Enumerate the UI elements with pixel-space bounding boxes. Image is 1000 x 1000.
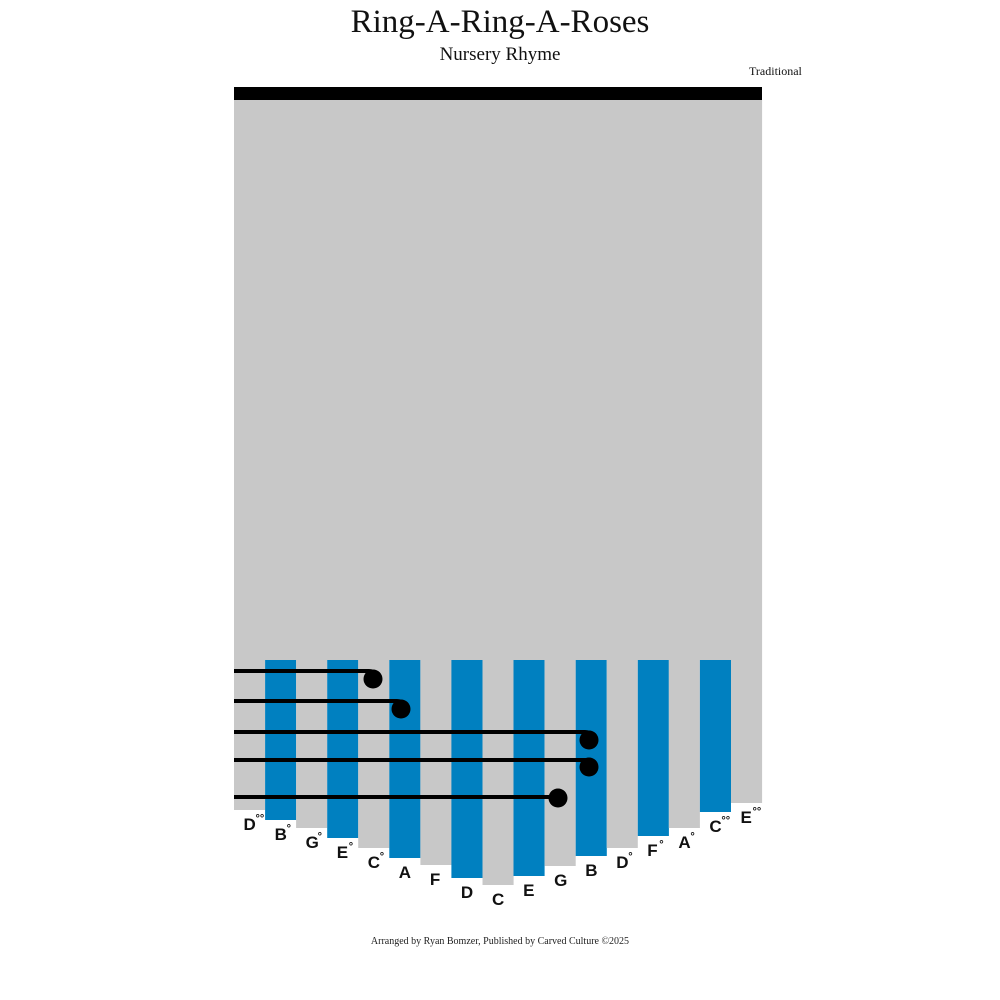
note-dot [548, 788, 568, 808]
tine-label: E [741, 808, 752, 827]
tine-e-1oct [327, 660, 359, 838]
tine-label: B [275, 825, 287, 844]
tine-label: C [492, 890, 504, 909]
tine-d [451, 660, 483, 878]
tine-label: E [523, 881, 534, 900]
tine-label: A [678, 833, 690, 852]
tine-d-2oct [234, 100, 266, 810]
song-subtitle: Nursery Rhyme [439, 44, 561, 65]
note-dot [579, 757, 599, 777]
tine-labels-group: D °°B °G°E °C °A FD C EGB D ° F ° A °C °° E °° [244, 806, 762, 909]
tine-f [420, 100, 452, 865]
tine-c-1oct [358, 100, 390, 848]
composer-credit: Traditional [749, 64, 802, 78]
tine-label: E [337, 843, 348, 862]
tine-label: G [306, 833, 319, 852]
tine-label: C [709, 817, 721, 836]
octave-mark: °° [256, 813, 265, 825]
tine-f-1oct [637, 660, 669, 836]
octave-mark: ° [287, 823, 291, 835]
tine-label: D [244, 815, 256, 834]
staff-line [234, 795, 562, 800]
tine-a-1oct [668, 100, 700, 828]
tine-label: D [616, 853, 628, 872]
octave-mark: ° [349, 841, 353, 853]
octave-mark: ° [628, 851, 632, 863]
tine-label: G [554, 871, 567, 890]
notes-group [234, 669, 599, 808]
octave-mark: ° [659, 839, 663, 851]
octave-mark: ° [380, 851, 384, 863]
tine-label: B [585, 861, 597, 880]
octave-mark: ° [690, 831, 694, 843]
octave-mark: °° [753, 806, 762, 818]
tine-label: F [430, 870, 440, 889]
note-dot [579, 730, 599, 750]
tine-label: F [647, 841, 657, 860]
tine-label: C [368, 853, 380, 872]
tines-group [234, 100, 763, 885]
footer-credit: Arranged by Ryan Bomzer, Published by Ca… [370, 936, 630, 947]
octave-mark: °° [721, 815, 730, 827]
bridge-bar [234, 87, 762, 100]
tine-b-1oct [265, 660, 297, 820]
tine-label: D [461, 883, 473, 902]
tine-e [513, 660, 545, 876]
tine-c [482, 100, 514, 885]
note-dot [363, 669, 383, 689]
tine-d-1oct [606, 100, 638, 848]
note-dot [391, 699, 411, 719]
tine-g-1oct [296, 100, 328, 828]
tine-label: A [399, 863, 411, 882]
tine-c-2oct [699, 660, 731, 812]
tine-e-2oct [731, 100, 763, 803]
octave-mark: ° [318, 831, 322, 843]
song-title: Ring-A-Ring-A-Roses [350, 4, 650, 40]
tine-g [544, 100, 576, 866]
